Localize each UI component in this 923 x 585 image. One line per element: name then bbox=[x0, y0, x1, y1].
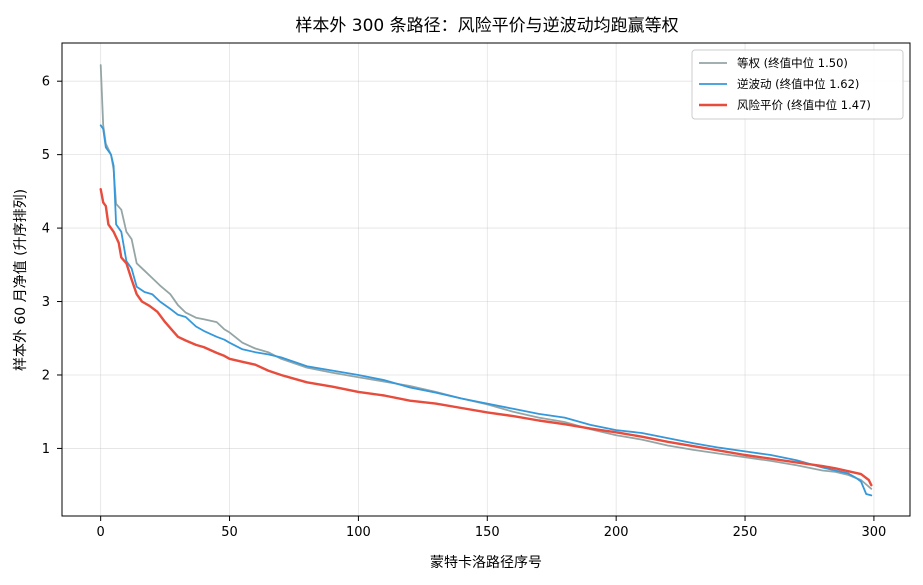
x-tick-label: 200 bbox=[604, 525, 629, 540]
legend-box bbox=[691, 49, 904, 120]
x-tick-label: 100 bbox=[346, 525, 371, 540]
y-axis-label: 样本外 60 月净值 (升序排列) bbox=[13, 189, 29, 371]
plot-frame bbox=[61, 42, 911, 517]
series-line-3 bbox=[99, 188, 873, 487]
x-axis-label: 蒙特卡洛路径序号 bbox=[430, 555, 542, 571]
legend-label-3: 风险平价 (终值中位 1.47) bbox=[737, 98, 871, 112]
chart-title: 样本外 300 条路径：风险平价与逆波动均跑赢等权 bbox=[295, 16, 678, 36]
axes: 0 50 100 150 200 250 300 1 2 3 4 5 6 bbox=[42, 75, 887, 540]
grid-lines bbox=[62, 43, 910, 516]
legend-label-1: 等权 (终值中位 1.50) bbox=[737, 56, 848, 70]
y-tick-label: 5 bbox=[42, 148, 50, 163]
y-tick-label: 2 bbox=[42, 368, 50, 383]
x-tick-label: 300 bbox=[862, 525, 887, 540]
y-tick-label: 4 bbox=[42, 222, 50, 237]
x-tick-label: 50 bbox=[221, 525, 238, 540]
y-tick-label: 6 bbox=[42, 75, 50, 90]
x-tick-label: 250 bbox=[733, 525, 758, 540]
series-lines bbox=[99, 64, 873, 497]
series-line-2 bbox=[99, 124, 873, 497]
series-line-1 bbox=[99, 64, 873, 490]
legend: 等权 (终值中位 1.50) 逆波动 (终值中位 1.62) 风险平价 (终值中位 … bbox=[691, 49, 904, 120]
y-tick-label: 1 bbox=[42, 442, 50, 457]
legend-label-2: 逆波动 (终值中位 1.62) bbox=[737, 77, 859, 91]
x-tick-label: 0 bbox=[97, 525, 105, 540]
x-tick-label: 150 bbox=[475, 525, 500, 540]
y-tick-label: 3 bbox=[42, 295, 50, 310]
